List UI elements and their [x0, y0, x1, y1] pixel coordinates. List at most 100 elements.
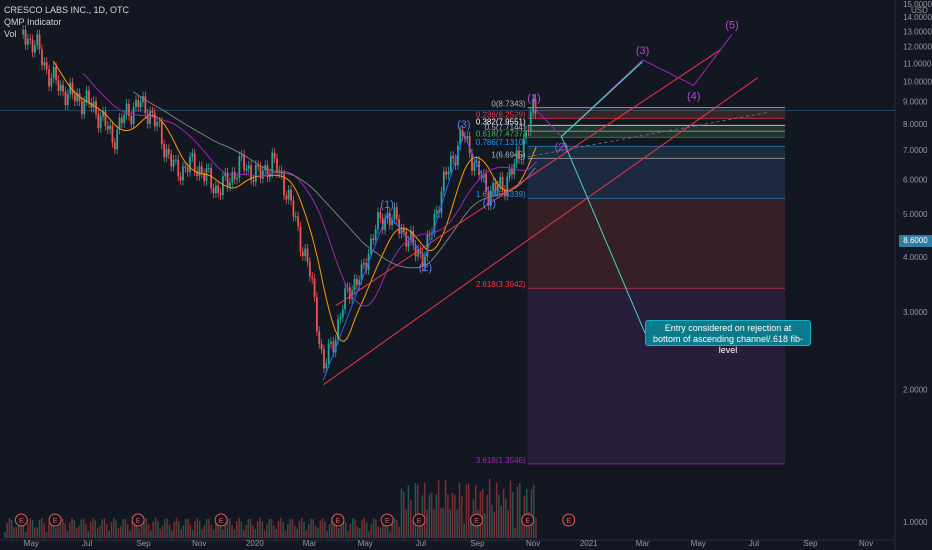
- candle-body: [222, 176, 224, 195]
- candle-body: [57, 79, 60, 91]
- volume-bar: [203, 525, 206, 538]
- volume-bar: [412, 520, 414, 538]
- volume-bar: [526, 489, 528, 538]
- earnings-badge-label: E: [136, 518, 141, 525]
- fib-zone: [527, 131, 785, 138]
- candle-body: [64, 91, 67, 106]
- candle-body: [261, 170, 264, 179]
- volume-bar: [403, 491, 405, 538]
- earnings-badge-circle: [131, 513, 145, 527]
- indicator-qmp[interactable]: QMP Indicator: [4, 17, 62, 27]
- volume-bar: [372, 518, 375, 538]
- candle-body: [24, 29, 27, 45]
- volume-bar: [505, 498, 507, 538]
- volume-bar: [226, 518, 229, 538]
- volume-bar: [456, 509, 458, 538]
- candle-body: [264, 164, 267, 171]
- volume-bar: [433, 509, 435, 538]
- candle-body: [271, 152, 274, 174]
- candle-body: [62, 85, 65, 92]
- candle-body: [120, 117, 123, 124]
- volume-bar: [182, 525, 185, 538]
- candle-body: [334, 339, 337, 353]
- volume-bar: [208, 518, 210, 538]
- volume-bar: [289, 518, 291, 538]
- volume-bar: [108, 530, 110, 538]
- volume-bar: [423, 482, 426, 538]
- candle-body: [330, 341, 332, 344]
- volume-bar: [222, 529, 224, 538]
- elliott-wave-purple: [533, 34, 733, 138]
- trade-note[interactable]: Entry considered on rejection at bottom …: [645, 320, 811, 355]
- y-unit-label: USD: [911, 6, 928, 15]
- symbol-title[interactable]: CRESCO LABS INC., 1D, OTC: [4, 5, 130, 15]
- indicator-volume[interactable]: Vol: [4, 29, 17, 39]
- candle-body: [245, 168, 248, 171]
- volume-bar: [275, 528, 277, 538]
- candle-body: [59, 85, 62, 91]
- moving-average-fast: [52, 60, 537, 342]
- volume-bar: [280, 518, 282, 538]
- volume-bar: [319, 520, 322, 538]
- volume-bar: [189, 524, 192, 538]
- volume-bar: [507, 510, 509, 538]
- volume-bar: [233, 529, 236, 538]
- volume-bar: [349, 523, 352, 538]
- x-tick-label: Mar: [636, 539, 650, 548]
- y-tick-label: 1.0000: [903, 518, 928, 527]
- volume-bar: [175, 518, 178, 538]
- volume-bar: [85, 523, 87, 538]
- candle-body: [372, 238, 375, 240]
- earnings-badge-circle: [562, 513, 576, 527]
- candle-body: [71, 82, 74, 95]
- candle-body: [99, 116, 102, 129]
- volume-bar: [120, 526, 122, 538]
- earnings-badge-label: E: [19, 518, 24, 525]
- volume-bar: [458, 482, 461, 538]
- volume-bar: [312, 519, 315, 538]
- volume-bar: [368, 531, 370, 538]
- candle-body: [224, 172, 227, 177]
- candle-body: [381, 218, 384, 230]
- volume-bar: [310, 518, 312, 538]
- candle-body: [142, 96, 144, 102]
- volume-bar: [238, 518, 240, 538]
- candle-body: [431, 232, 433, 235]
- x-tick-label: Jul: [82, 539, 92, 548]
- y-tick-label: 13.0000: [903, 27, 932, 36]
- earnings-badge-label: E: [385, 518, 390, 525]
- candle-body: [158, 121, 161, 123]
- y-tick-label: 6.0000: [903, 175, 928, 184]
- candle-body: [238, 156, 241, 178]
- volume-bar: [396, 519, 398, 538]
- volume-bar: [78, 526, 80, 538]
- candle-body: [447, 171, 450, 175]
- volume-bar: [463, 523, 465, 538]
- volume-bar: [365, 522, 368, 538]
- volume-bar: [161, 525, 164, 538]
- wave-label: (4): [687, 90, 700, 102]
- volume-bar: [57, 526, 59, 538]
- candle-body: [311, 276, 314, 279]
- candle-body: [316, 297, 318, 332]
- volume-bar: [447, 494, 449, 538]
- wave-label: (5): [725, 19, 738, 31]
- candle-body: [257, 164, 260, 167]
- volume-bar: [300, 518, 303, 538]
- volume-bar: [92, 518, 94, 538]
- candle-body: [374, 229, 377, 240]
- candle-body: [167, 148, 170, 155]
- volume-bar: [451, 492, 454, 538]
- volume-bar: [66, 531, 69, 538]
- volume-bar: [145, 518, 148, 538]
- candle-body: [496, 185, 499, 192]
- volume-bar: [201, 529, 203, 538]
- candle-body: [377, 212, 379, 230]
- volume-bar: [15, 527, 18, 538]
- volume-bar: [27, 522, 29, 538]
- x-tick-label: Nov: [192, 539, 206, 548]
- candle-body: [466, 136, 469, 139]
- volume-bar: [532, 484, 535, 538]
- volume-bar: [470, 520, 472, 538]
